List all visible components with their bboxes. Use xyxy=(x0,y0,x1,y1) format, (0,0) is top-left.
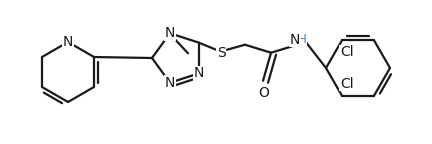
Text: N: N xyxy=(63,35,73,49)
Text: S: S xyxy=(217,46,226,60)
Text: Cl: Cl xyxy=(340,77,354,91)
Text: Cl: Cl xyxy=(340,45,354,59)
Text: O: O xyxy=(259,86,270,100)
Text: H: H xyxy=(298,33,306,46)
Text: N: N xyxy=(165,76,175,90)
Text: N: N xyxy=(165,26,175,40)
Text: N: N xyxy=(290,33,300,47)
Text: N: N xyxy=(194,66,204,80)
